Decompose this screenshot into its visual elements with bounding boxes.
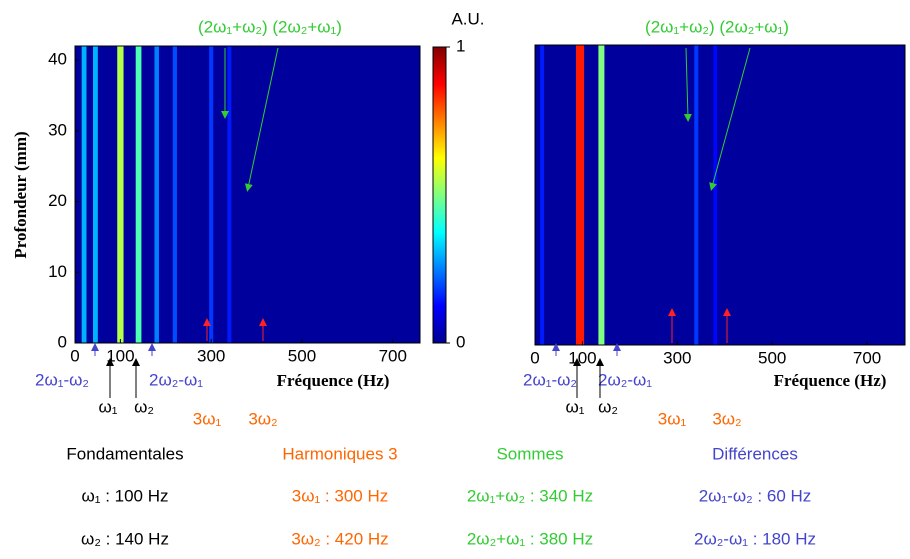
arrow [683, 47, 692, 122]
spectral-line [209, 46, 214, 343]
x-axis-label: Fréquence (Hz) [774, 371, 887, 390]
x-tick-label: 700 [379, 346, 407, 365]
harmonic-label: 3ω₁ [658, 409, 687, 428]
table-cell: 2ω₂+ω₁ : 380 Hz [467, 529, 593, 548]
x-tick-label: 0 [530, 348, 539, 367]
y-tick-label: 10 [48, 262, 67, 281]
y-axis-label: Profondeur (mm) [11, 131, 30, 258]
fundamental-label: ω₁ [98, 397, 117, 416]
difference-label: 2ω₂-ω₁ [149, 370, 203, 389]
harmonic-label: 3ω₁ [193, 409, 222, 428]
table-cell: 2ω₁-ω₂ : 60 Hz [699, 486, 812, 505]
fundamental-label: ω₂ [134, 397, 154, 416]
harmonic-label: 3ω₂ [248, 409, 277, 428]
spectral-line [540, 45, 545, 345]
spectral-line [713, 45, 718, 345]
spectral-line [117, 46, 124, 343]
spectral-line [154, 46, 159, 343]
table-header: Différences [712, 444, 798, 463]
heatmap-background [75, 46, 420, 343]
table-cell: ω₂ : 140 Hz [81, 529, 169, 548]
table-header: Fondamentales [66, 444, 183, 463]
table-cell: 2ω₂-ω₁ : 180 Hz [694, 529, 816, 548]
fundamental-label: ω₁ [565, 397, 584, 416]
plot-frame [74, 45, 421, 344]
x-tick-label: 700 [853, 348, 881, 367]
x-tick-label: 100 [568, 348, 596, 367]
colorbar [432, 46, 447, 344]
harmonic-label: 3ω₂ [712, 409, 741, 428]
difference-label: 2ω₁-ω₂ [523, 370, 577, 389]
legend-table: Fondamentales Harmoniques 3 Sommes Différen… [66, 444, 816, 548]
x-tick-label: 300 [197, 346, 225, 365]
spectral-line [135, 46, 142, 343]
x-tick-label: 300 [663, 348, 691, 367]
spectral-line [227, 46, 232, 343]
sums-label: (2ω₁+ω₂) (2ω₂+ω₁) [198, 17, 342, 36]
spectral-line [576, 45, 585, 345]
spectral-line [81, 46, 87, 343]
colorbar-tick-label: 0 [456, 332, 465, 351]
table-cell: 3ω₂ : 420 Hz [291, 529, 388, 548]
difference-label: 2ω₁-ω₂ [35, 370, 89, 389]
arrow [244, 47, 279, 192]
spectral-line [598, 45, 605, 345]
table-cell: 2ω₁+ω₂ : 340 Hz [467, 486, 593, 505]
arrow [709, 47, 751, 191]
x-axis-label: Fréquence (Hz) [277, 371, 390, 390]
y-tick-label: 20 [48, 191, 67, 210]
y-tick-label: 30 [48, 120, 67, 139]
difference-label: 2ω₂-ω₁ [598, 370, 652, 389]
colorbar-tick-label: 1 [456, 36, 465, 55]
y-tick-label: 0 [58, 332, 67, 351]
plot-frame [534, 44, 906, 346]
table-header: Harmoniques 3 [282, 444, 397, 463]
x-tick-label: 500 [288, 346, 316, 365]
spectral-line [93, 46, 98, 343]
spectral-line [172, 46, 177, 343]
spectral-line [694, 45, 699, 345]
heatmap-background [535, 45, 905, 345]
x-tick-label: 500 [758, 348, 786, 367]
x-tick-label: 0 [70, 346, 79, 365]
y-tick-label: 40 [48, 50, 67, 69]
colorbar-label: A.U. [451, 9, 484, 28]
fundamental-label: ω₂ [598, 397, 618, 416]
table-cell: 3ω₁ : 300 Hz [292, 486, 389, 505]
table-cell: ω₁ : 100 Hz [81, 486, 168, 505]
table-header: Sommes [496, 444, 563, 463]
sums-label: (2ω₁+ω₂) (2ω₂+ω₁) [645, 17, 789, 36]
